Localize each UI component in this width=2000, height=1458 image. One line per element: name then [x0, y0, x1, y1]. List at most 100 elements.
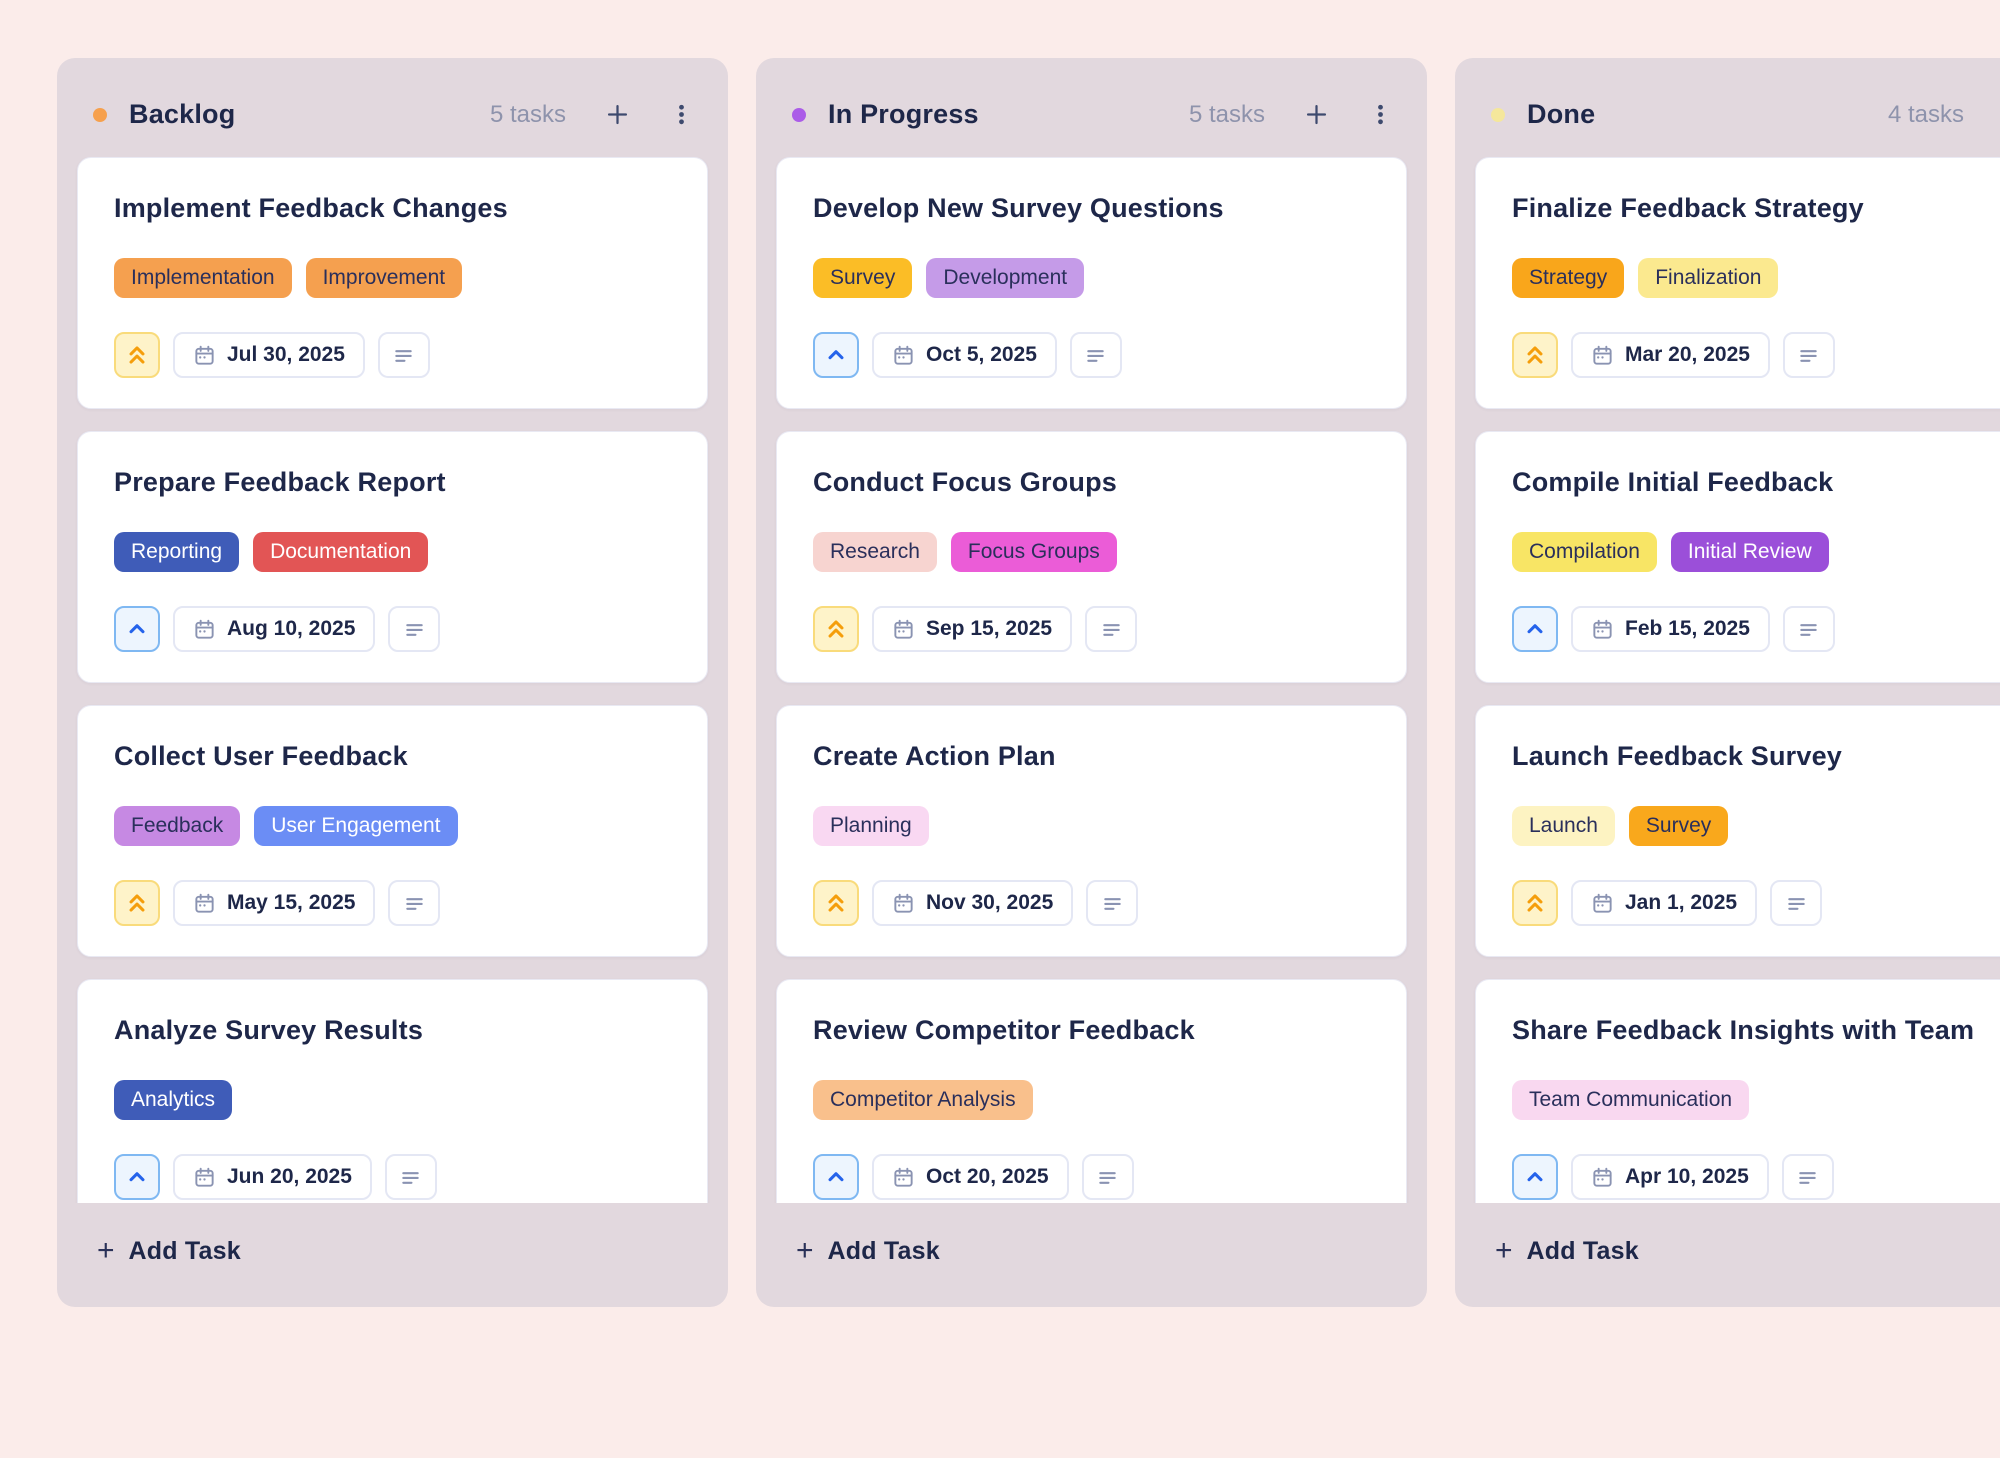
tag-list: Implementation Improvement	[114, 258, 673, 298]
task-card[interactable]: Review Competitor Feedback Competitor An…	[776, 979, 1407, 1203]
task-title: Create Action Plan	[813, 741, 1056, 771]
priority-high-button[interactable]	[813, 606, 859, 652]
add-task-button[interactable]: + Add Task	[1495, 1236, 1639, 1266]
column-status-dot	[1491, 107, 1505, 122]
calendar-icon	[894, 1167, 913, 1187]
tag-list: Reporting Documentation	[114, 532, 673, 572]
notes-button[interactable]	[384, 1154, 437, 1200]
add-task-button[interactable]: + Add Task	[97, 1236, 241, 1266]
chevron-up-icon	[828, 1172, 844, 1182]
task-card[interactable]: Finalize Feedback Strategy Strategy Fina…	[1475, 157, 2000, 409]
add-card-button[interactable]	[1303, 101, 1330, 128]
column-done: Done 4 tasks Finalize Feedback Strategy …	[1455, 58, 2000, 1307]
due-date-label: Feb 15, 2025	[1625, 617, 1750, 640]
due-date-chip[interactable]: May 15, 2025	[173, 880, 376, 926]
column-menu-button[interactable]	[669, 102, 694, 127]
task-title: Prepare Feedback Report	[114, 467, 446, 497]
due-date-chip[interactable]: Apr 10, 2025	[1571, 1154, 1769, 1200]
tag-list: Research Focus Groups	[813, 532, 1372, 572]
notes-button[interactable]	[1770, 880, 1823, 926]
tag: Planning	[813, 806, 929, 846]
due-date-label: Nov 30, 2025	[926, 891, 1054, 914]
task-card[interactable]: Prepare Feedback Report Reporting Docume…	[77, 431, 708, 683]
priority-medium-button[interactable]	[114, 606, 160, 652]
due-date-chip[interactable]: Jul 30, 2025	[173, 332, 365, 378]
due-date-chip[interactable]: Aug 10, 2025	[173, 606, 376, 652]
notes-button[interactable]	[1069, 332, 1122, 378]
notes-button[interactable]	[1085, 606, 1138, 652]
task-card[interactable]: Share Feedback Insights with Team Team C…	[1475, 979, 2000, 1203]
add-task-button[interactable]: + Add Task	[796, 1236, 940, 1266]
task-title: Review Competitor Feedback	[813, 1015, 1195, 1045]
due-date-chip[interactable]: Feb 15, 2025	[1571, 606, 1770, 652]
notes-button[interactable]	[1782, 332, 1835, 378]
task-card[interactable]: Create Action Plan Planning Nov 30, 2025	[776, 705, 1407, 957]
priority-high-button[interactable]	[1512, 332, 1558, 378]
notes-button[interactable]	[377, 332, 430, 378]
notes-icon	[406, 897, 423, 910]
add-task-label: Add Task	[128, 1236, 241, 1265]
column-header: Done 4 tasks	[1455, 58, 2000, 157]
notes-button[interactable]	[1086, 880, 1139, 926]
add-card-button[interactable]	[604, 101, 631, 128]
chevron-up-icon	[1527, 624, 1543, 634]
tag: Initial Review	[1670, 532, 1829, 572]
priority-medium-button[interactable]	[1512, 1154, 1558, 1200]
notes-button[interactable]	[1781, 1154, 1834, 1200]
calendar-icon	[195, 345, 214, 365]
task-card[interactable]: Develop New Survey Questions Survey Deve…	[776, 157, 1407, 409]
column-menu-button[interactable]	[1368, 102, 1393, 127]
priority-high-button[interactable]	[813, 880, 859, 926]
chevron-up-icon	[129, 1172, 145, 1182]
due-date-label: Jun 20, 2025	[227, 1165, 352, 1188]
priority-medium-button[interactable]	[813, 332, 859, 378]
priority-high-button[interactable]	[1512, 880, 1558, 926]
due-date-chip[interactable]: Nov 30, 2025	[872, 880, 1074, 926]
notes-button[interactable]	[388, 606, 441, 652]
card-list: Implement Feedback Changes Implementatio…	[57, 157, 728, 1203]
task-card[interactable]: Conduct Focus Groups Research Focus Grou…	[776, 431, 1407, 683]
priority-medium-button[interactable]	[813, 1154, 859, 1200]
due-date-chip[interactable]: Jan 1, 2025	[1571, 880, 1758, 926]
task-title: Implement Feedback Changes	[114, 193, 508, 223]
notes-button[interactable]	[1081, 1154, 1134, 1200]
chevrons-up-icon	[1527, 894, 1543, 912]
card-list: Finalize Feedback Strategy Strategy Fina…	[1455, 157, 2000, 1203]
priority-high-button[interactable]	[114, 880, 160, 926]
tag: Survey	[1628, 806, 1729, 846]
task-card[interactable]: Compile Initial Feedback Compilation Ini…	[1475, 431, 2000, 683]
column-title: Backlog	[129, 99, 236, 129]
notes-button[interactable]	[1782, 606, 1835, 652]
priority-high-button[interactable]	[114, 332, 160, 378]
task-card[interactable]: Launch Feedback Survey Launch Survey Jan…	[1475, 705, 2000, 957]
column-title: Done	[1527, 99, 1596, 129]
task-card[interactable]: Collect User Feedback Feedback User Enga…	[77, 705, 708, 957]
tag: Team Communication	[1512, 1080, 1750, 1120]
due-date-chip[interactable]: Sep 15, 2025	[872, 606, 1073, 652]
task-card[interactable]: Analyze Survey Results Analytics Jun 20,…	[77, 979, 708, 1203]
due-date-chip[interactable]: Oct 20, 2025	[872, 1154, 1069, 1200]
calendar-icon	[894, 345, 913, 365]
due-date-chip[interactable]: Oct 5, 2025	[872, 332, 1057, 378]
due-date-label: Oct 5, 2025	[926, 343, 1037, 366]
notes-button[interactable]	[388, 880, 441, 926]
notes-icon	[402, 1171, 420, 1184]
due-date-chip[interactable]: Mar 20, 2025	[1571, 332, 1770, 378]
chevron-up-icon	[828, 350, 844, 360]
task-card[interactable]: Implement Feedback Changes Implementatio…	[77, 157, 708, 409]
tag: Focus Groups	[950, 532, 1117, 572]
due-date-label: Sep 15, 2025	[926, 617, 1053, 640]
column-footer: + Add Task	[756, 1203, 1427, 1307]
priority-medium-button[interactable]	[1512, 606, 1558, 652]
chevrons-up-icon	[828, 894, 844, 912]
priority-medium-button[interactable]	[114, 1154, 160, 1200]
notes-icon	[406, 623, 423, 636]
column-header: Backlog 5 tasks	[57, 58, 728, 157]
due-date-chip[interactable]: Jun 20, 2025	[173, 1154, 372, 1200]
tag-list: Survey Development	[813, 258, 1372, 298]
column-footer: + Add Task	[57, 1203, 728, 1307]
calendar-icon	[1593, 619, 1612, 639]
column-backlog: Backlog 5 tasks Implement Feedback Chang…	[57, 58, 728, 1307]
task-title: Finalize Feedback Strategy	[1512, 193, 1864, 223]
task-title: Develop New Survey Questions	[813, 193, 1224, 223]
